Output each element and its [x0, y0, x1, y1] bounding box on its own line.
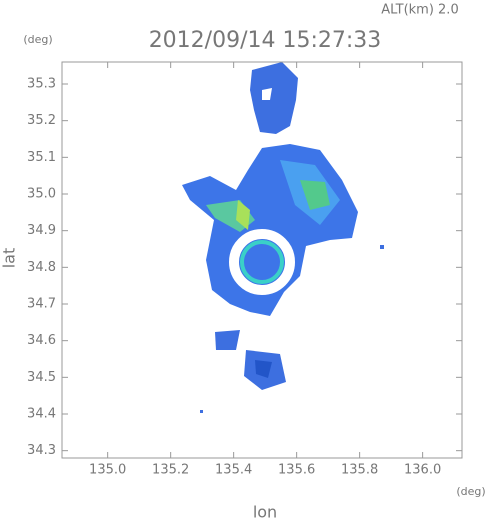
x-tick-label: 136.0	[404, 463, 441, 478]
y-axis-label: lat	[0, 248, 19, 269]
x-tick-label: 135.8	[341, 463, 378, 478]
y-unit: (deg)	[23, 33, 52, 46]
annotation: ALT(km) 2.0	[381, 3, 458, 18]
radar-echo	[182, 62, 384, 413]
y-tick-label: 34.4	[27, 407, 56, 422]
y-tick-label: 34.8	[27, 260, 56, 275]
y-tick-label: 34.6	[27, 333, 56, 348]
y-tick-label: 34.9	[27, 223, 56, 238]
y-tick-label: 35.0	[27, 187, 56, 202]
x-axis-label: lon	[253, 503, 277, 521]
chart-title: 2012/09/14 15:27:33	[149, 28, 382, 53]
x-unit: (deg)	[456, 485, 485, 498]
y-tick-label: 34.3	[27, 443, 56, 458]
y-tick-label: 35.2	[27, 113, 56, 128]
y-tick-label: 35.3	[27, 77, 56, 92]
x-tick-label: 135.6	[278, 463, 315, 478]
x-tick-label: 135.0	[89, 463, 126, 478]
y-tick-label: 34.5	[27, 370, 56, 385]
plot-frame	[61, 61, 463, 459]
y-tick-label: 35.1	[27, 150, 56, 165]
x-tick-label: 135.2	[152, 463, 189, 478]
y-tick-label: 34.7	[27, 297, 56, 312]
x-tick-label: 135.4	[215, 463, 252, 478]
